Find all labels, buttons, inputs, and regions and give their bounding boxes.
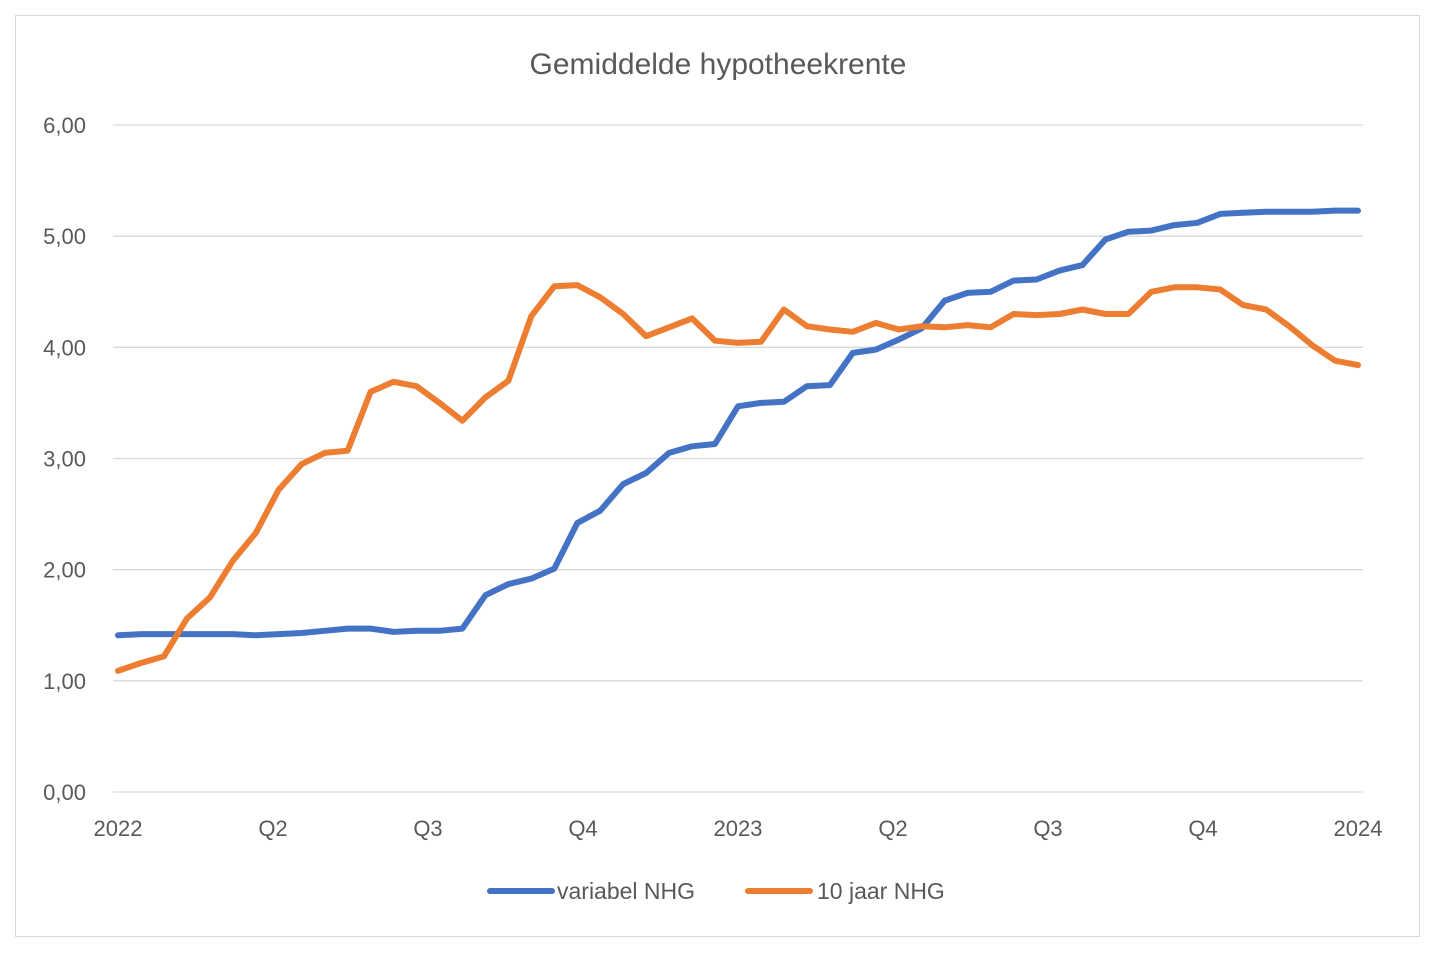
x-tick-label: 2024 xyxy=(1334,816,1383,841)
x-tick-label: Q2 xyxy=(258,816,287,841)
x-axis-ticks: 2022 Q2 Q3 Q4 2023 Q2 Q3 Q4 2024 xyxy=(94,816,1383,841)
y-axis-ticks: 0,00 1,00 2,00 3,00 4,00 5,00 6,00 xyxy=(43,113,86,805)
x-tick-label: Q3 xyxy=(1033,816,1062,841)
chart-title: Gemiddelde hypotheekrente xyxy=(530,48,907,81)
y-tick-label: 4,00 xyxy=(43,335,86,360)
x-tick-label: Q4 xyxy=(1188,816,1217,841)
y-tick-label: 0,00 xyxy=(43,780,86,805)
x-tick-label: 2022 xyxy=(94,816,143,841)
series-line-10-jaar-nhg xyxy=(115,282,1361,674)
series-line-variabel-nhg xyxy=(115,207,1361,639)
x-tick-label: Q2 xyxy=(878,816,907,841)
y-tick-label: 5,00 xyxy=(43,224,86,249)
legend-label: variabel NHG xyxy=(557,878,695,904)
y-tick-label: 2,00 xyxy=(43,558,86,583)
legend[interactable]: variabel NHG 10 jaar NHG xyxy=(487,878,945,904)
y-tick-label: 6,00 xyxy=(43,113,86,138)
x-tick-label: Q3 xyxy=(413,816,442,841)
legend-label: 10 jaar NHG xyxy=(817,878,945,904)
x-tick-label: 2023 xyxy=(714,816,763,841)
x-tick-label: Q4 xyxy=(568,816,597,841)
grid-lines xyxy=(113,124,1363,793)
legend-item[interactable]: 10 jaar NHG xyxy=(745,878,945,904)
legend-item[interactable]: variabel NHG xyxy=(487,878,695,904)
y-tick-label: 3,00 xyxy=(43,447,86,472)
series-lines xyxy=(115,207,1361,674)
y-tick-label: 1,00 xyxy=(43,669,86,694)
chart-frame xyxy=(15,15,1420,937)
